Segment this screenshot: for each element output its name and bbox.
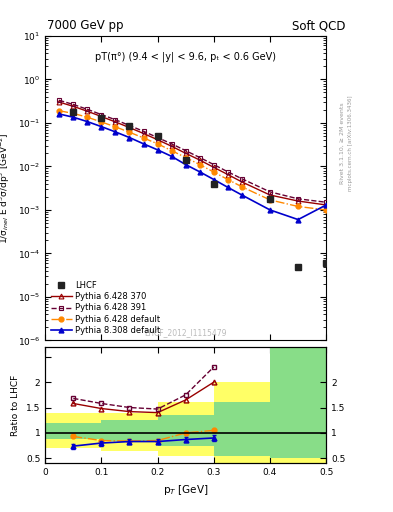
Pythia 6.428 default [99,119,104,125]
LHCF [99,115,104,121]
Pythia 6.428 default [296,203,301,209]
Pythia 6.428 391 [211,161,216,167]
Pythia 6.428 default [169,147,174,154]
Pythia 6.428 370 [155,137,160,143]
Pythia 6.428 391 [85,106,90,113]
Text: mcplots.cern.ch [arXiv:1306.3436]: mcplots.cern.ch [arXiv:1306.3436] [348,96,353,191]
Pythia 6.428 391 [240,176,244,182]
Pythia 6.428 370 [296,198,301,204]
Pythia 6.428 370 [240,179,244,185]
Pythia 6.428 default [85,114,90,120]
Text: Rivet 3.1.10, ≥ 2M events: Rivet 3.1.10, ≥ 2M events [340,102,345,184]
Pythia 8.308 default [113,129,118,135]
Pythia 6.428 default [268,197,272,203]
Line: Pythia 8.308 default: Pythia 8.308 default [57,112,329,222]
LHCF [324,260,329,266]
Pythia 6.428 391 [71,101,75,108]
Pythia 6.428 370 [127,124,132,131]
Pythia 6.428 391 [296,196,301,202]
LHCF [211,181,216,187]
Pythia 6.428 391 [155,135,160,141]
Pythia 6.428 391 [183,147,188,154]
Pythia 8.308 default [197,169,202,175]
Pythia 6.428 default [183,155,188,161]
Pythia 6.428 default [226,177,230,183]
Pythia 6.428 370 [85,108,90,114]
Pythia 8.308 default [71,114,75,120]
LHCF [268,196,272,202]
Pythia 6.428 391 [169,141,174,147]
Pythia 6.428 370 [57,99,62,105]
Pythia 8.308 default [169,153,174,159]
Pythia 8.308 default [268,207,272,213]
Pythia 8.308 default [127,135,132,141]
Pythia 8.308 default [141,141,146,147]
Text: Soft QCD: Soft QCD [292,19,346,32]
Pythia 6.428 default [240,184,244,190]
Pythia 6.428 370 [71,103,75,110]
Line: Pythia 6.428 default: Pythia 6.428 default [57,109,329,212]
Pythia 8.308 default [240,192,244,198]
LHCF [127,123,132,129]
Pythia 6.428 370 [141,131,146,137]
LHCF [71,109,75,115]
Pythia 6.428 default [57,108,62,114]
Pythia 6.428 default [71,111,75,117]
Y-axis label: 1/σ$_{inel}$ E d$^3$σ/dp$^3$ [GeV$^{-2}$]: 1/σ$_{inel}$ E d$^3$σ/dp$^3$ [GeV$^{-2}$… [0,133,12,244]
Pythia 6.428 default [141,135,146,141]
Pythia 6.428 391 [324,199,329,205]
Pythia 6.428 370 [169,143,174,150]
Line: LHCF: LHCF [70,109,329,270]
Pythia 8.308 default [211,177,216,183]
Line: Pythia 6.428 391: Pythia 6.428 391 [57,98,329,205]
Pythia 6.428 370 [324,202,329,208]
Pythia 8.308 default [99,123,104,130]
Pythia 6.428 370 [183,150,188,156]
LHCF [296,264,301,270]
Pythia 8.308 default [324,202,329,208]
LHCF [155,133,160,139]
Text: LHCF_2012_I1115479: LHCF_2012_I1115479 [145,328,227,337]
Pythia 6.428 default [127,129,132,135]
Pythia 6.428 391 [113,117,118,123]
Pythia 6.428 default [197,161,202,167]
Text: pT(π°) (9.4 < |y| < 9.6, pₜ < 0.6 GeV): pT(π°) (9.4 < |y| < 9.6, pₜ < 0.6 GeV) [95,51,276,61]
Pythia 6.428 391 [57,97,62,103]
Line: Pythia 6.428 370: Pythia 6.428 370 [57,100,329,207]
Pythia 8.308 default [155,147,160,153]
Pythia 6.428 default [324,207,329,213]
Pythia 6.428 default [211,169,216,175]
Pythia 6.428 391 [99,112,104,118]
Pythia 8.308 default [183,161,188,167]
Pythia 8.308 default [296,217,301,223]
Text: 7000 GeV pp: 7000 GeV pp [47,19,124,32]
Pythia 8.308 default [226,184,230,190]
Pythia 6.428 370 [113,119,118,125]
Pythia 6.428 370 [211,164,216,170]
Pythia 8.308 default [57,111,62,117]
Pythia 6.428 370 [99,114,104,120]
Pythia 6.428 391 [226,169,230,175]
Pythia 6.428 default [155,141,160,147]
Y-axis label: Ratio to LHCF: Ratio to LHCF [11,374,20,436]
Pythia 8.308 default [85,119,90,125]
Pythia 6.428 391 [268,189,272,195]
Pythia 6.428 391 [127,122,132,129]
Pythia 6.428 370 [197,157,202,163]
Pythia 6.428 370 [268,192,272,198]
Pythia 6.428 370 [226,172,230,178]
X-axis label: p$_T$ [GeV]: p$_T$ [GeV] [163,483,208,497]
Pythia 6.428 391 [197,155,202,161]
Pythia 6.428 default [113,124,118,130]
LHCF [183,157,188,163]
Legend: LHCF, Pythia 6.428 370, Pythia 6.428 391, Pythia 6.428 default, Pythia 8.308 def: LHCF, Pythia 6.428 370, Pythia 6.428 391… [50,280,162,336]
Pythia 6.428 391 [141,128,146,134]
